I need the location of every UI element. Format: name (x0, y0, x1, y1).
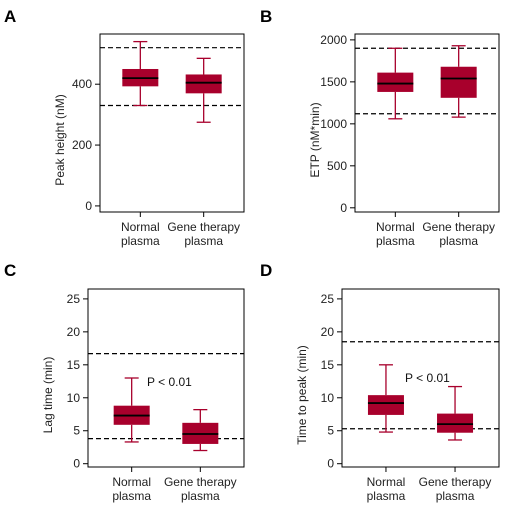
y-tick-label: 25 (321, 292, 335, 306)
y-axis-label: ETP (nM*min) (308, 102, 322, 177)
y-tick-label: 2000 (320, 33, 347, 47)
panel-c: C Lag time (min) 0510152025NormalplasmaG… (4, 261, 245, 503)
panel-letter: C (4, 261, 16, 280)
y-tick-label: 0 (327, 457, 334, 471)
y-tick-label: 0 (85, 199, 92, 213)
category-label: Gene therapy (419, 475, 492, 489)
box-1 (367, 364, 404, 433)
y-tick-label: 15 (321, 358, 335, 372)
y-axis-label: Time to peak (min) (295, 345, 309, 445)
iqr-box (437, 413, 474, 433)
category-label: plasma (184, 234, 223, 248)
y-axis-label: Lag time (min) (41, 357, 55, 434)
box-1 (377, 47, 414, 120)
category-label: plasma (121, 234, 160, 248)
p-value-annotation: P < 0.01 (147, 375, 192, 389)
category-label: Normal (376, 220, 415, 234)
category-label: plasma (367, 489, 406, 503)
iqr-box (377, 72, 414, 92)
y-tick-label: 5 (327, 424, 334, 438)
plot-frame (354, 33, 500, 213)
y-tick-label: 15 (67, 358, 81, 372)
y-tick-label: 10 (321, 391, 335, 405)
category-label: Normal (112, 475, 151, 489)
y-tick-label: 400 (72, 77, 92, 91)
y-tick-label: 5 (73, 424, 80, 438)
panel-letter: D (260, 261, 272, 280)
category-label: plasma (436, 489, 475, 503)
y-tick-label: 1500 (320, 75, 347, 89)
box-1 (113, 377, 150, 443)
box-2 (437, 385, 474, 441)
category-label: plasma (439, 234, 478, 248)
box-2 (185, 57, 222, 123)
y-tick-label: 200 (72, 138, 92, 152)
panel-letter: A (4, 7, 16, 26)
y-tick-label: 25 (67, 292, 81, 306)
iqr-box (440, 66, 477, 98)
panel-a: A Peak height (nM) 0200400NormalplasmaGe… (4, 7, 245, 248)
category-label: Normal (121, 220, 160, 234)
y-tick-label: 0 (340, 201, 347, 215)
plot-frame (99, 33, 245, 213)
category-label: Gene therapy (167, 220, 240, 234)
box-2 (182, 408, 219, 452)
iqr-box (185, 74, 222, 94)
category-label: Normal (367, 475, 406, 489)
category-label: plasma (181, 489, 220, 503)
category-label: plasma (376, 234, 415, 248)
category-label: plasma (112, 489, 151, 503)
y-tick-label: 0 (73, 457, 80, 471)
panel-b: B ETP (nM*min) 0500100015002000Normalpla… (260, 7, 500, 248)
y-axis-label: Peak height (nM) (53, 94, 67, 185)
panel-letter: B (260, 7, 272, 26)
plot-frame (87, 288, 245, 468)
y-tick-label: 20 (67, 325, 81, 339)
category-label: Gene therapy (422, 220, 495, 234)
panel-d: D Time to peak (min) 0510152025Normalpla… (260, 261, 500, 503)
category-label: Gene therapy (164, 475, 237, 489)
box-2 (440, 45, 477, 118)
plot-frame (341, 288, 500, 468)
iqr-box (367, 395, 404, 415)
y-tick-label: 500 (327, 159, 347, 173)
y-tick-label: 20 (321, 325, 335, 339)
y-tick-label: 1000 (320, 117, 347, 131)
box-1 (122, 40, 159, 107)
y-tick-label: 10 (67, 391, 81, 405)
p-value-annotation: P < 0.01 (405, 371, 450, 385)
